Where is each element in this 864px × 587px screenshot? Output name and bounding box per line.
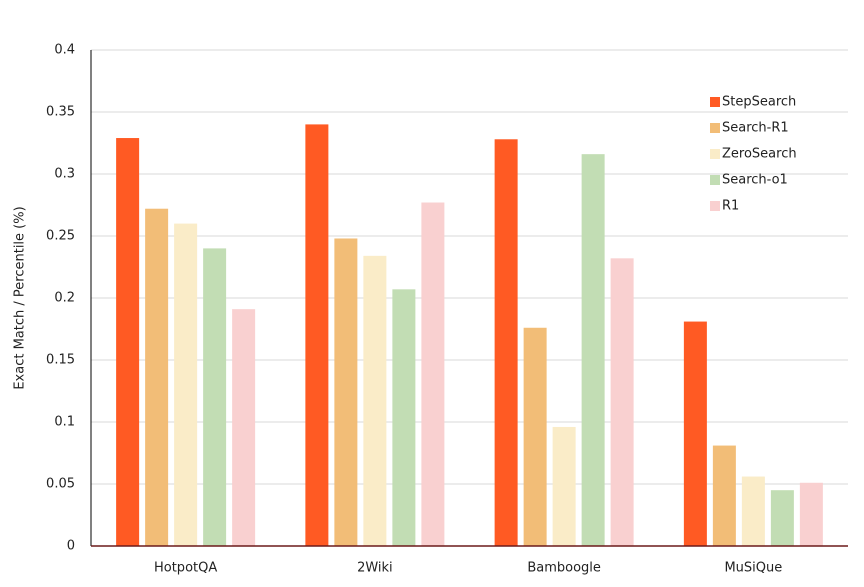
bar [770,490,794,546]
bar [145,208,169,546]
legend-label: StepSearch [722,95,796,110]
y-tick-label: 0.15 [46,353,75,368]
y-tick-label: 0.05 [46,477,75,492]
legend-label: R1 [722,199,739,214]
y-tick-label: 0.4 [54,43,75,58]
bar [116,138,140,547]
x-tick-label: HotpotQA [154,561,217,576]
legend-label: Search-o1 [722,173,788,188]
bar [712,445,736,546]
bar [421,202,445,546]
legend-swatch [710,97,720,107]
x-tick-label: MuSiQue [724,561,782,576]
y-tick-label: 0.25 [46,229,75,244]
bar [523,327,547,546]
bar [683,321,707,546]
legend-swatch [710,123,720,133]
bar [581,154,605,546]
x-tick-label: 2Wiki [357,561,393,576]
bar [232,309,256,546]
bar [392,289,416,546]
legend-label: ZeroSearch [722,147,797,162]
bar [334,238,358,547]
legend-label: Search-R1 [722,121,789,136]
legend-swatch [710,175,720,185]
bar [174,223,198,546]
x-tick-label: Bamboogle [527,561,601,576]
legend-swatch [710,149,720,159]
y-axis-label: Exact Match / Percentile (%) [13,206,28,389]
legend-swatch [710,201,720,211]
bar [203,248,227,546]
y-tick-label: 0.3 [54,167,75,182]
y-tick-label: 0.2 [54,291,75,306]
bar [610,258,634,546]
bar [305,124,329,547]
bar [741,476,765,546]
bar [363,255,387,546]
bar [552,426,576,546]
y-tick-label: 0.35 [46,105,75,120]
y-tick-label: 0 [67,539,75,554]
bar [799,482,823,546]
y-tick-label: 0.1 [54,415,75,430]
bar [494,139,518,546]
